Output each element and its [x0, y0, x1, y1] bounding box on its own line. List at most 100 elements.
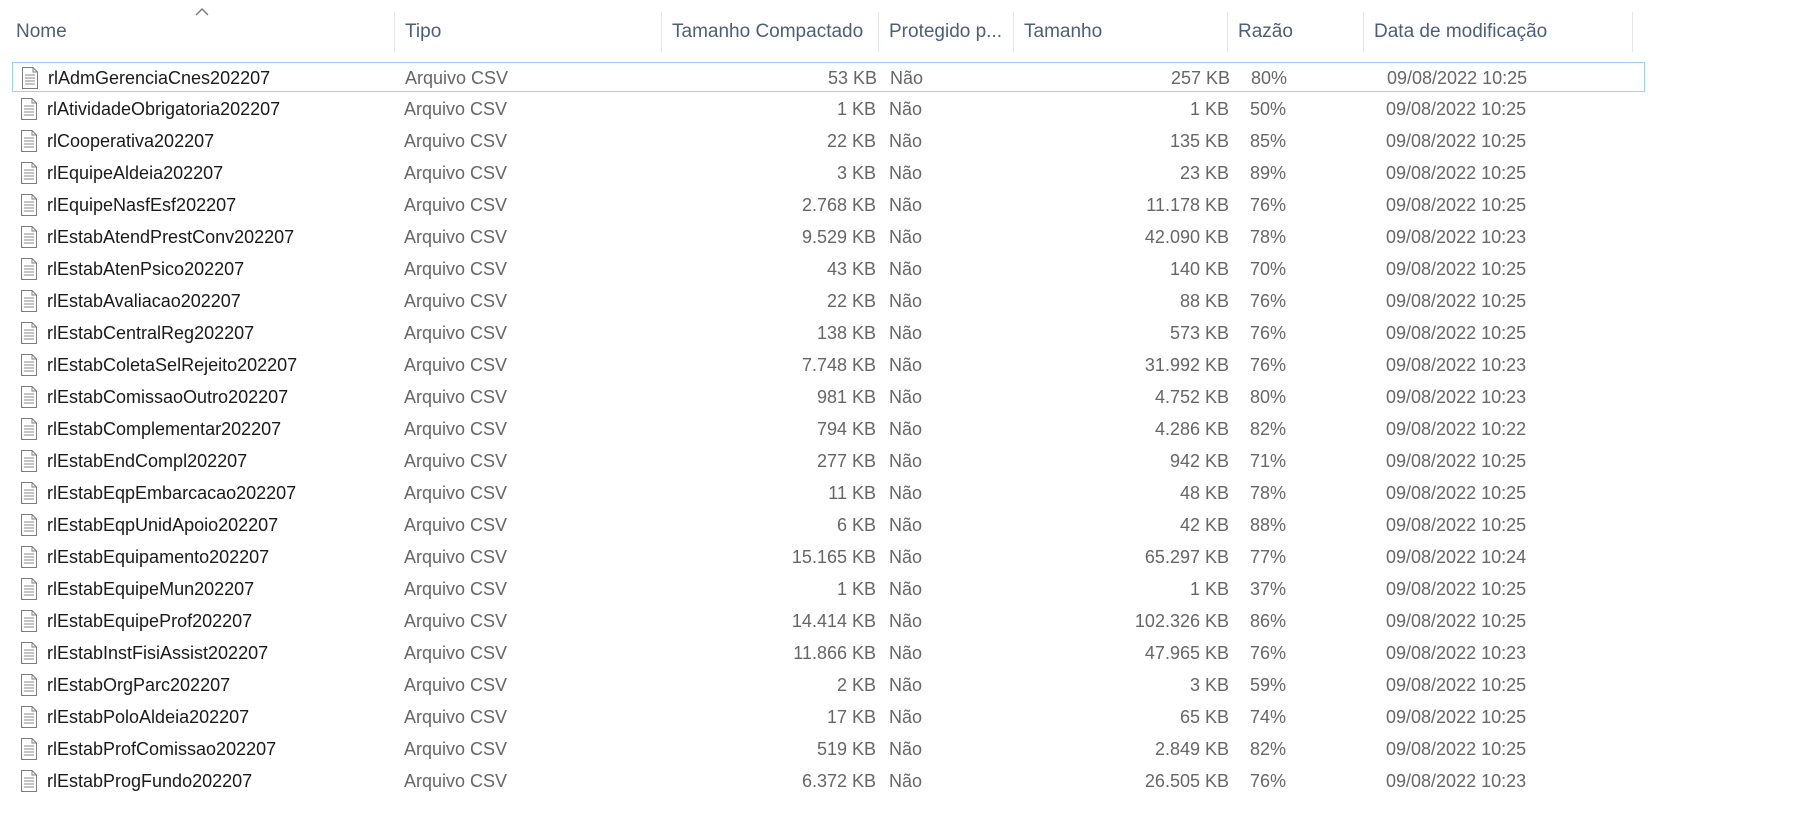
file-modified-date: 09/08/2022 10:23 — [1386, 643, 1527, 663]
column-divider[interactable] — [661, 12, 662, 52]
file-ratio: 78% — [1250, 227, 1287, 247]
file-modified-date: 09/08/2022 10:25 — [1386, 739, 1527, 759]
file-name: rlEstabEquipeMun202207 — [47, 579, 255, 599]
file-type: Arquivo CSV — [404, 355, 508, 375]
file-row[interactable]: rlCooperativa202207 Arquivo CSV 22 KB Nã… — [12, 126, 1645, 156]
file-size: 26.505 KB — [1144, 771, 1229, 791]
file-compressed-size: 981 KB — [816, 387, 876, 407]
column-divider[interactable] — [394, 12, 395, 52]
file-protected: Não — [889, 483, 923, 503]
file-size: 4.286 KB — [1154, 419, 1229, 439]
column-header-compressed-size[interactable]: Tamanho Compactado — [672, 21, 864, 42]
file-compressed-size: 14.414 KB — [791, 611, 876, 631]
file-row[interactable]: rlEstabEndCompl202207 Arquivo CSV 277 KB… — [12, 446, 1645, 476]
file-size: 88 KB — [1179, 291, 1229, 311]
document-icon — [20, 482, 38, 504]
file-name: rlEstabOrgParc202207 — [47, 675, 231, 695]
file-name: rlEstabProgFundo202207 — [47, 771, 253, 791]
file-row[interactable]: rlEstabInstFisiAssist202207 Arquivo CSV … — [12, 638, 1645, 668]
file-type: Arquivo CSV — [404, 611, 508, 631]
file-type: Arquivo CSV — [404, 739, 508, 759]
column-divider[interactable] — [1227, 12, 1228, 52]
file-modified-date: 09/08/2022 10:25 — [1386, 323, 1527, 343]
file-row[interactable]: rlEstabProgFundo202207 Arquivo CSV 6.372… — [12, 766, 1645, 796]
file-type: Arquivo CSV — [404, 547, 508, 567]
column-header-protected[interactable]: Protegido p... — [889, 21, 1003, 42]
file-ratio: 76% — [1250, 355, 1287, 375]
file-ratio: 88% — [1250, 515, 1287, 535]
file-row[interactable]: rlEstabComissaoOutro202207 Arquivo CSV 9… — [12, 382, 1645, 412]
file-type: Arquivo CSV — [404, 707, 508, 727]
file-ratio: 74% — [1250, 707, 1287, 727]
file-ratio: 76% — [1250, 291, 1287, 311]
column-divider[interactable] — [1013, 12, 1014, 52]
file-modified-date: 09/08/2022 10:25 — [1386, 99, 1527, 119]
file-name: rlEstabAtendPrestConv202207 — [47, 227, 295, 247]
file-protected: Não — [889, 643, 923, 663]
file-row[interactable]: rlEstabAtenPsico202207 Arquivo CSV 43 KB… — [12, 254, 1645, 284]
file-row[interactable]: rlEstabProfComissao202207 Arquivo CSV 51… — [12, 734, 1645, 764]
file-compressed-size: 277 KB — [816, 451, 876, 471]
file-row[interactable]: rlEstabEqpUnidApoio202207 Arquivo CSV 6 … — [12, 510, 1645, 540]
file-name: rlEstabComissaoOutro202207 — [47, 387, 289, 407]
file-row[interactable]: rlEstabEquipeProf202207 Arquivo CSV 14.4… — [12, 606, 1645, 636]
file-row[interactable]: rlEstabEqpEmbarcacao202207 Arquivo CSV 1… — [12, 478, 1645, 508]
file-row[interactable]: rlEstabEquipamento202207 Arquivo CSV 15.… — [12, 542, 1645, 572]
file-row[interactable]: rlEstabComplementar202207 Arquivo CSV 79… — [12, 414, 1645, 444]
file-modified-date: 09/08/2022 10:25 — [1386, 163, 1527, 183]
file-compressed-size: 15.165 KB — [791, 547, 876, 567]
file-ratio: 76% — [1250, 195, 1287, 215]
file-compressed-size: 22 KB — [826, 131, 876, 151]
file-name: rlCooperativa202207 — [47, 131, 215, 151]
file-row[interactable]: rlEquipeAldeia202207 Arquivo CSV 3 KB Nã… — [12, 158, 1645, 188]
file-type: Arquivo CSV — [404, 579, 508, 599]
column-header-ratio[interactable]: Razão — [1238, 21, 1293, 42]
column-header-name[interactable]: Nome — [16, 21, 67, 42]
file-modified-date: 09/08/2022 10:25 — [1386, 291, 1527, 311]
file-size: 65 KB — [1179, 707, 1229, 727]
file-row[interactable]: rlEstabEquipeMun202207 Arquivo CSV 1 KB … — [12, 574, 1645, 604]
file-row[interactable]: rlAtividadeObrigatoria202207 Arquivo CSV… — [12, 94, 1645, 124]
file-protected: Não — [889, 611, 923, 631]
file-size: 2.849 KB — [1154, 739, 1229, 759]
file-type: Arquivo CSV — [404, 227, 508, 247]
file-ratio: 85% — [1250, 131, 1287, 151]
column-divider[interactable] — [1632, 12, 1633, 52]
document-icon — [20, 258, 38, 280]
column-divider[interactable] — [878, 12, 879, 52]
file-ratio: 80% — [1250, 387, 1287, 407]
file-name: rlEstabPoloAldeia202207 — [47, 707, 250, 727]
file-modified-date: 09/08/2022 10:25 — [1386, 131, 1527, 151]
file-row[interactable]: rlEstabCentralReg202207 Arquivo CSV 138 … — [12, 318, 1645, 348]
document-icon — [20, 450, 38, 472]
file-row[interactable]: rlEstabAvaliacao202207 Arquivo CSV 22 KB… — [12, 286, 1645, 316]
sort-ascending-icon — [193, 6, 211, 18]
file-row[interactable]: rlEquipeNasfEsf202207 Arquivo CSV 2.768 … — [12, 190, 1645, 220]
document-icon — [20, 770, 38, 792]
document-icon — [20, 290, 38, 312]
file-modified-date: 09/08/2022 10:24 — [1386, 547, 1527, 567]
column-header-size[interactable]: Tamanho — [1024, 21, 1103, 42]
file-row[interactable]: rlEstabAtendPrestConv202207 Arquivo CSV … — [12, 222, 1645, 252]
file-protected: Não — [889, 355, 923, 375]
column-header-bar: Nome Tipo Tamanho Compactado Protegido p… — [0, 0, 1793, 64]
file-row[interactable]: rlEstabPoloAldeia202207 Arquivo CSV 17 K… — [12, 702, 1645, 732]
file-modified-date: 09/08/2022 10:25 — [1386, 483, 1527, 503]
file-row[interactable]: rlAdmGerenciaCnes202207 Arquivo CSV 53 K… — [12, 62, 1645, 92]
file-type: Arquivo CSV — [404, 515, 508, 535]
column-header-modified-date[interactable]: Data de modificação — [1374, 21, 1548, 42]
file-size: 1 KB — [1189, 99, 1229, 119]
file-row[interactable]: rlEstabColetaSelRejeito202207 Arquivo CS… — [12, 350, 1645, 380]
file-modified-date: 09/08/2022 10:25 — [1386, 579, 1527, 599]
file-ratio: 37% — [1250, 579, 1287, 599]
file-protected: Não — [889, 707, 923, 727]
column-header-type[interactable]: Tipo — [405, 21, 442, 42]
file-compressed-size: 11.866 KB — [793, 643, 876, 663]
column-divider[interactable] — [1363, 12, 1364, 52]
file-protected: Não — [889, 131, 923, 151]
file-name: rlEstabEquipeProf202207 — [47, 611, 253, 631]
file-ratio: 82% — [1250, 419, 1287, 439]
file-protected: Não — [889, 387, 923, 407]
file-compressed-size: 7.748 KB — [801, 355, 876, 375]
file-row[interactable]: rlEstabOrgParc202207 Arquivo CSV 2 KB Nã… — [12, 670, 1645, 700]
